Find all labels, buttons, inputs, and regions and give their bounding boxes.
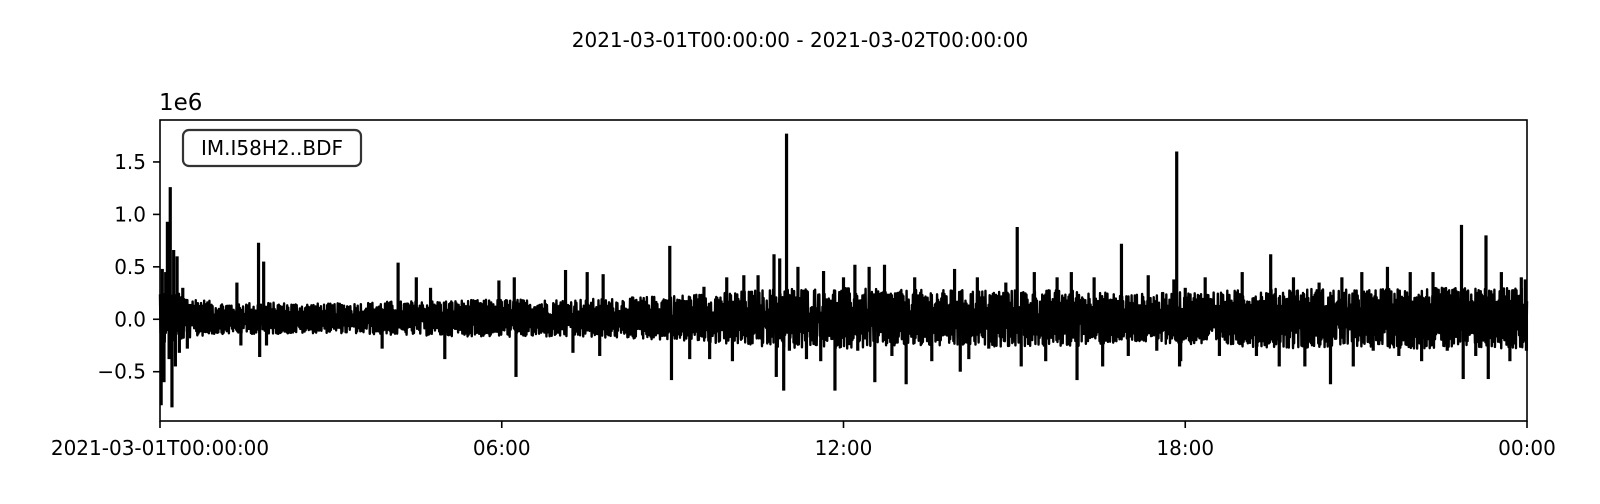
- y-tick-label: −0.5: [97, 360, 146, 384]
- chart-title: 2021-03-01T00:00:00 - 2021-03-02T00:00:0…: [572, 28, 1028, 52]
- x-tick-label: 2021-03-01T00:00:00: [51, 436, 269, 460]
- x-tick-label: 18:00: [1156, 436, 1214, 460]
- y-tick-label: 0.5: [114, 255, 146, 279]
- x-tick-label: 06:00: [473, 436, 531, 460]
- x-axis: 2021-03-01T00:00:00 06:00 12:00 18:00 00:00: [51, 421, 1556, 460]
- x-tick-label: 12:00: [815, 436, 873, 460]
- plot-frame: [159, 119, 1528, 422]
- x-tick-label: 00:00: [1498, 436, 1556, 460]
- trace-layer: [158, 133, 1529, 408]
- legend-box: [181, 128, 363, 168]
- legend-label: IM.I58H2..BDF: [201, 136, 343, 160]
- y-offset-text: 1e6: [159, 90, 202, 116]
- y-tick-label: 0.0: [114, 307, 146, 331]
- y-tick-label: 1.5: [114, 150, 146, 174]
- y-axis: −0.5 0.0 0.5 1.0 1.5: [97, 150, 160, 384]
- legend: IM.I58H2..BDF: [181, 128, 363, 168]
- y-tick-label: 1.0: [114, 202, 146, 226]
